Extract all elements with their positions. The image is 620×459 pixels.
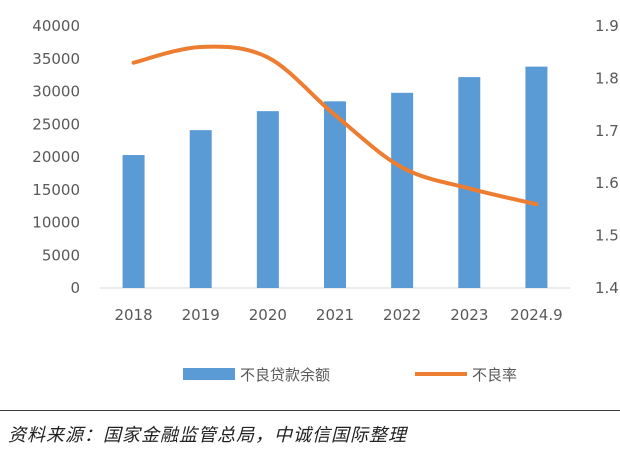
left-tick-label: 15000 [32, 181, 80, 199]
left-tick-label: 5000 [42, 246, 80, 264]
right-tick-label: 1.9 [595, 17, 619, 35]
source-note: 资料来源：国家金融监管总局，中诚信国际整理 [8, 425, 407, 446]
x-axis: 2018 2019 2020 2021 2022 2023 2024.9 [114, 306, 562, 324]
bar [256, 111, 279, 289]
right-tick-label: 1.8 [595, 69, 619, 87]
legend-line-label: 不良率 [472, 366, 517, 384]
bar [525, 66, 548, 288]
right-tick-label: 1.4 [595, 279, 619, 297]
bar [324, 101, 346, 288]
right-tick-label: 1.6 [595, 174, 619, 192]
bar [189, 130, 212, 288]
x-tick-label: 2021 [316, 306, 354, 324]
x-tick-label: 2019 [182, 306, 220, 324]
x-tick-label: 2024.9 [510, 306, 563, 324]
x-tick-label: 2018 [114, 306, 152, 324]
legend: 不良贷款余额 不良率 [183, 366, 517, 384]
series-line [131, 44, 539, 207]
left-tick-label: 30000 [32, 83, 80, 101]
chart: 0 5000 10000 15000 20000 25000 30000 35000 40000… [32, 17, 619, 384]
divider-line [0, 410, 620, 411]
bar-series [122, 66, 548, 289]
x-tick-label: 2020 [249, 306, 287, 324]
left-tick-label: 20000 [32, 148, 80, 166]
bar [458, 77, 481, 288]
bar [391, 92, 414, 288]
x-tick-label: 2023 [450, 306, 488, 324]
right-tick-label: 1.5 [595, 227, 619, 245]
left-y-axis: 0 5000 10000 15000 20000 25000 30000 35000 40000 [32, 17, 80, 297]
left-tick-label: 0 [70, 279, 80, 297]
left-tick-label: 40000 [32, 17, 80, 35]
legend-bar-label: 不良贷款余额 [240, 366, 330, 384]
left-tick-label: 25000 [32, 115, 80, 133]
line-series [131, 44, 539, 207]
legend-bar-swatch [183, 368, 235, 380]
x-tick-label: 2022 [383, 306, 421, 324]
right-tick-label: 1.7 [595, 122, 619, 140]
left-tick-label: 10000 [32, 214, 80, 232]
right-y-axis: 1.4 1.5 1.6 1.7 1.8 1.9 [595, 17, 619, 297]
left-tick-label: 35000 [32, 50, 80, 68]
bar [122, 155, 145, 288]
